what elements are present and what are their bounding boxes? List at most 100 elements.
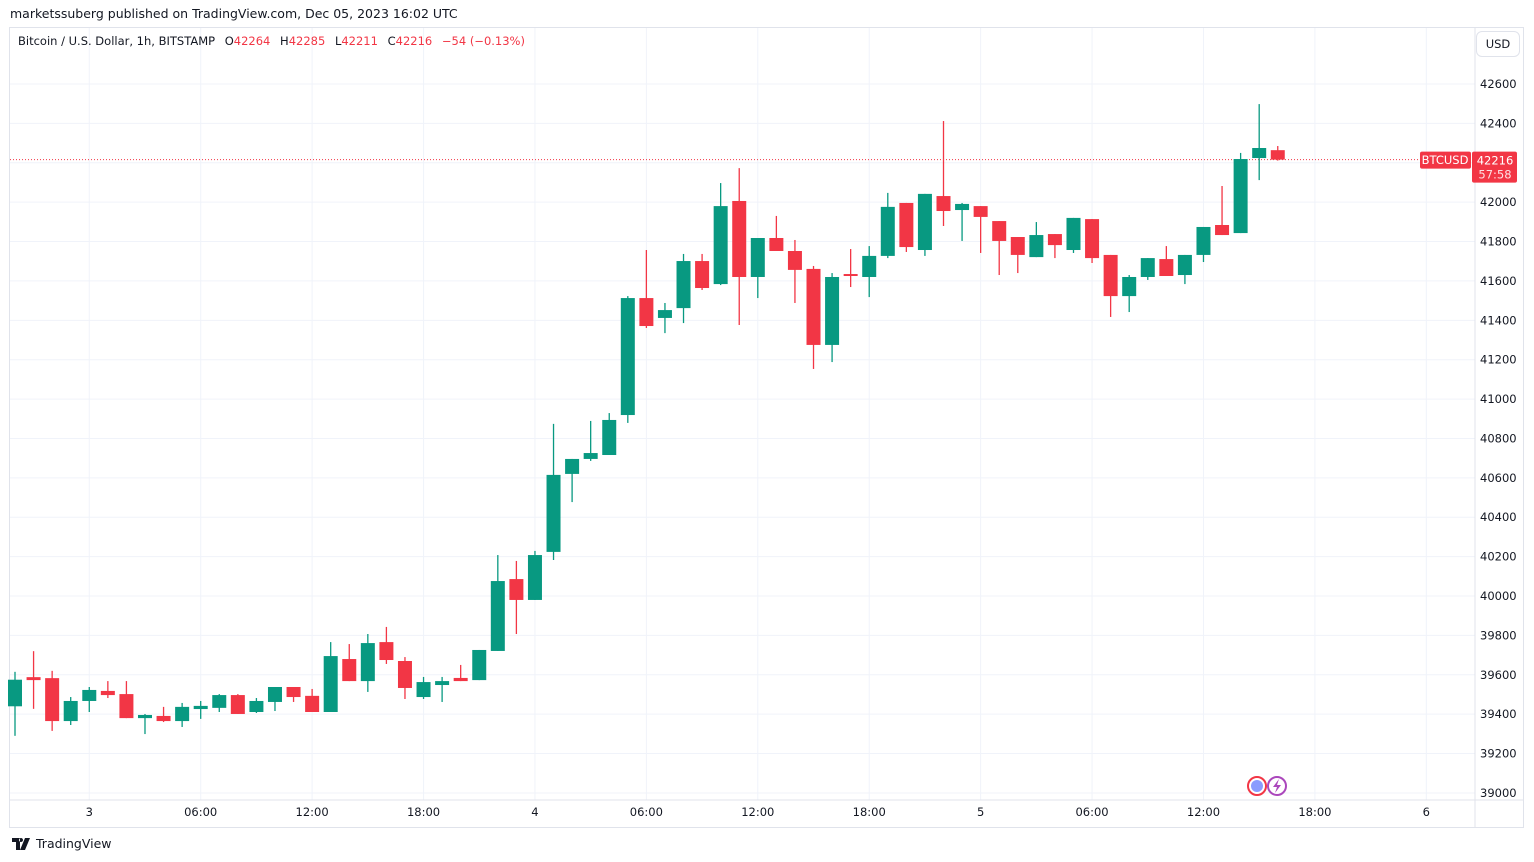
candle [732,168,747,326]
candle-body [787,250,802,270]
candle-body [175,706,190,722]
x-tick-label: 12:00 [1187,805,1220,819]
candle-body [1122,276,1137,297]
candle [676,253,691,324]
candle-body [1103,254,1118,297]
lightning-glyph-icon [1273,779,1281,793]
candle [1103,254,1118,317]
candle-body [119,694,134,719]
candle-body [286,686,301,698]
candle-body [583,453,598,459]
candle [1215,186,1230,236]
candle [1122,275,1137,313]
y-tick-label: 40000 [1480,589,1517,603]
candle-body [565,458,580,474]
y-tick-label: 42400 [1480,116,1517,130]
candle-body [825,276,840,345]
us-flag-event-icon-fill [1251,780,1263,792]
candle [342,644,357,682]
candle-body [732,200,747,277]
candle-body [1177,254,1192,276]
candle [1159,246,1174,277]
low-label: L [334,34,342,48]
x-tick-label: 3 [86,805,93,819]
candle [1085,219,1100,264]
candle-body [546,474,561,552]
last-price-value: 42216 [1477,154,1514,168]
candle [100,681,115,699]
candle [1270,146,1285,161]
candle [602,413,617,456]
candle [305,688,320,713]
candle-body [676,261,691,309]
candle [583,420,598,461]
y-tick-label: 40200 [1480,550,1517,564]
candle [453,664,468,682]
candle [119,681,134,719]
candle [657,302,672,334]
candle [955,202,970,241]
candle [8,671,22,736]
candle-body [917,193,932,251]
candle-body [453,677,468,682]
y-tick-label: 41800 [1480,235,1517,249]
currency-button[interactable]: USD [1476,31,1520,57]
candle [917,193,932,256]
candle [1047,234,1062,259]
candle [639,250,654,328]
candle [527,550,542,600]
candle [973,206,988,253]
candle [435,676,450,702]
high-label: H [280,34,289,48]
candle-body [212,695,227,708]
symbol-name[interactable]: Bitcoin / U.S. Dollar, 1h, BITSTAMP [18,34,216,48]
y-tick-label: 40400 [1480,510,1517,524]
tradingview-logo[interactable]: TradingView [12,836,112,851]
candle [769,215,784,251]
tradingview-logo-icon [12,837,30,850]
candle-body [323,656,338,713]
y-tick-label: 42000 [1480,195,1517,209]
candle [472,649,487,681]
bar-countdown: 57:58 [1478,168,1511,182]
y-tick-label: 41000 [1480,392,1517,406]
y-tick-label: 39600 [1480,668,1517,682]
candle-body [1140,258,1155,277]
candle-body [750,237,765,277]
candle [992,221,1007,276]
x-tick-label: 18:00 [407,805,440,819]
close-value: 42216 [395,34,433,48]
candle-body [193,705,208,710]
y-tick-label: 40600 [1480,471,1517,485]
candle-body [305,695,320,713]
candle [1066,217,1081,253]
y-tick-label: 39800 [1480,628,1517,642]
x-tick-label: 06:00 [1075,805,1108,819]
candle [843,249,858,288]
y-tick-label: 40800 [1480,431,1517,445]
candle-body [63,700,78,722]
candle [286,686,301,702]
candle-body [249,700,264,713]
low-value: 42211 [341,34,378,48]
published-caption: marketssuberg published on TradingView.c… [10,6,458,21]
x-tick-label: 5 [977,805,984,819]
candle-body [992,221,1007,241]
candle [397,657,412,700]
candle-body [397,660,412,688]
candle-body [1066,217,1081,251]
candle [212,694,227,713]
candle-body [620,298,635,416]
candle [63,697,78,726]
candle-body [899,202,914,248]
candle-body [806,268,821,345]
candle-body [26,677,41,681]
y-tick-label: 41400 [1480,313,1517,327]
candle [806,265,821,369]
candle-body [435,681,450,686]
candle [230,694,245,714]
ticker-label: BTCUSD [1422,153,1469,167]
footer-brand: TradingView [36,836,112,851]
candle [565,458,580,503]
